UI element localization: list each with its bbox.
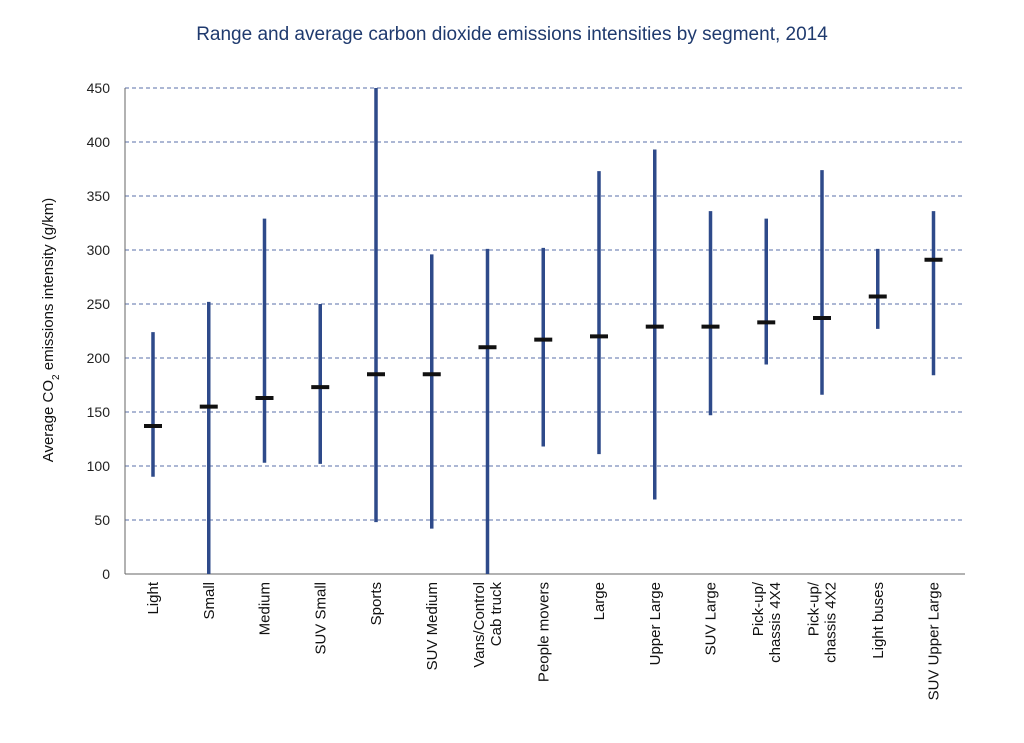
category-label-line: Pick-up/ — [806, 581, 823, 636]
category-label-line: Small — [201, 582, 218, 620]
y-tick-label: 400 — [87, 134, 111, 150]
y-tick-label: 450 — [87, 80, 111, 96]
category-label-line: People movers — [535, 582, 552, 682]
axes — [124, 88, 965, 575]
y-tick-label: 200 — [87, 350, 111, 366]
y-tick-label: 300 — [87, 242, 111, 258]
category-label: People movers — [535, 582, 552, 682]
chart-title: Range and average carbon dioxide emissio… — [196, 24, 828, 45]
category-label-line: Medium — [257, 582, 274, 635]
y-axis-label: Average CO2 emissions intensity (g/km) — [40, 198, 62, 463]
y-tick-label: 50 — [94, 512, 110, 528]
y-axis-label-subscript: 2 — [51, 374, 62, 380]
category-label: Pick-up/chassis 4X4 — [750, 581, 784, 663]
category-label-line: Upper Large — [647, 582, 664, 665]
category-label: Light buses — [870, 582, 887, 659]
y-tick-label: 0 — [102, 566, 110, 582]
y-tick-label: 350 — [87, 188, 111, 204]
category-label-line: Light — [145, 581, 162, 614]
category-label: Medium — [257, 582, 274, 635]
y-tick-labels: 0 50 100 150 200 250 300 350 400 450 — [87, 80, 111, 582]
category-labels: Light Small Medium SUV Small Sports SUV Mediu… — [145, 581, 943, 700]
category-label-line: Cab truck — [488, 582, 505, 647]
category-label: SUV Small — [312, 582, 329, 655]
category-label-line: chassis 4X2 — [823, 582, 840, 663]
category-label-line: Large — [591, 582, 608, 620]
category-label: Small — [201, 582, 218, 620]
category-label: SUV Upper Large — [926, 582, 943, 700]
y-tick-label: 150 — [87, 404, 111, 420]
y-axis-label-rest: emissions intensity (g/km) — [40, 198, 57, 375]
category-label: Vans/Control Cab truck — [471, 582, 505, 668]
category-label: Light — [145, 581, 162, 614]
category-label-line: SUV Upper Large — [926, 582, 943, 700]
average-markers — [144, 257, 943, 429]
category-label-line: Vans/Control — [471, 582, 488, 668]
category-label-line: Light buses — [870, 582, 887, 659]
range-bars — [151, 88, 936, 574]
category-label-line: SUV Small — [312, 582, 329, 655]
category-label-line: chassis 4X4 — [767, 582, 784, 663]
category-label: Upper Large — [647, 582, 664, 665]
category-label: Sports — [368, 582, 385, 625]
category-label: SUV Medium — [424, 582, 441, 670]
y-axis-label-main: Average CO — [40, 380, 57, 462]
category-label-line: SUV Medium — [424, 582, 441, 670]
y-tick-label: 250 — [87, 296, 111, 312]
category-label-line: Sports — [368, 582, 385, 625]
category-label: Pick-up/chassis 4X2 — [806, 581, 840, 663]
category-label: Large — [591, 582, 608, 620]
y-tick-label: 100 — [87, 458, 111, 474]
category-label-line: SUV Large — [703, 582, 720, 655]
category-label: SUV Large — [703, 582, 720, 655]
category-label-line: Pick-up/ — [750, 581, 767, 636]
